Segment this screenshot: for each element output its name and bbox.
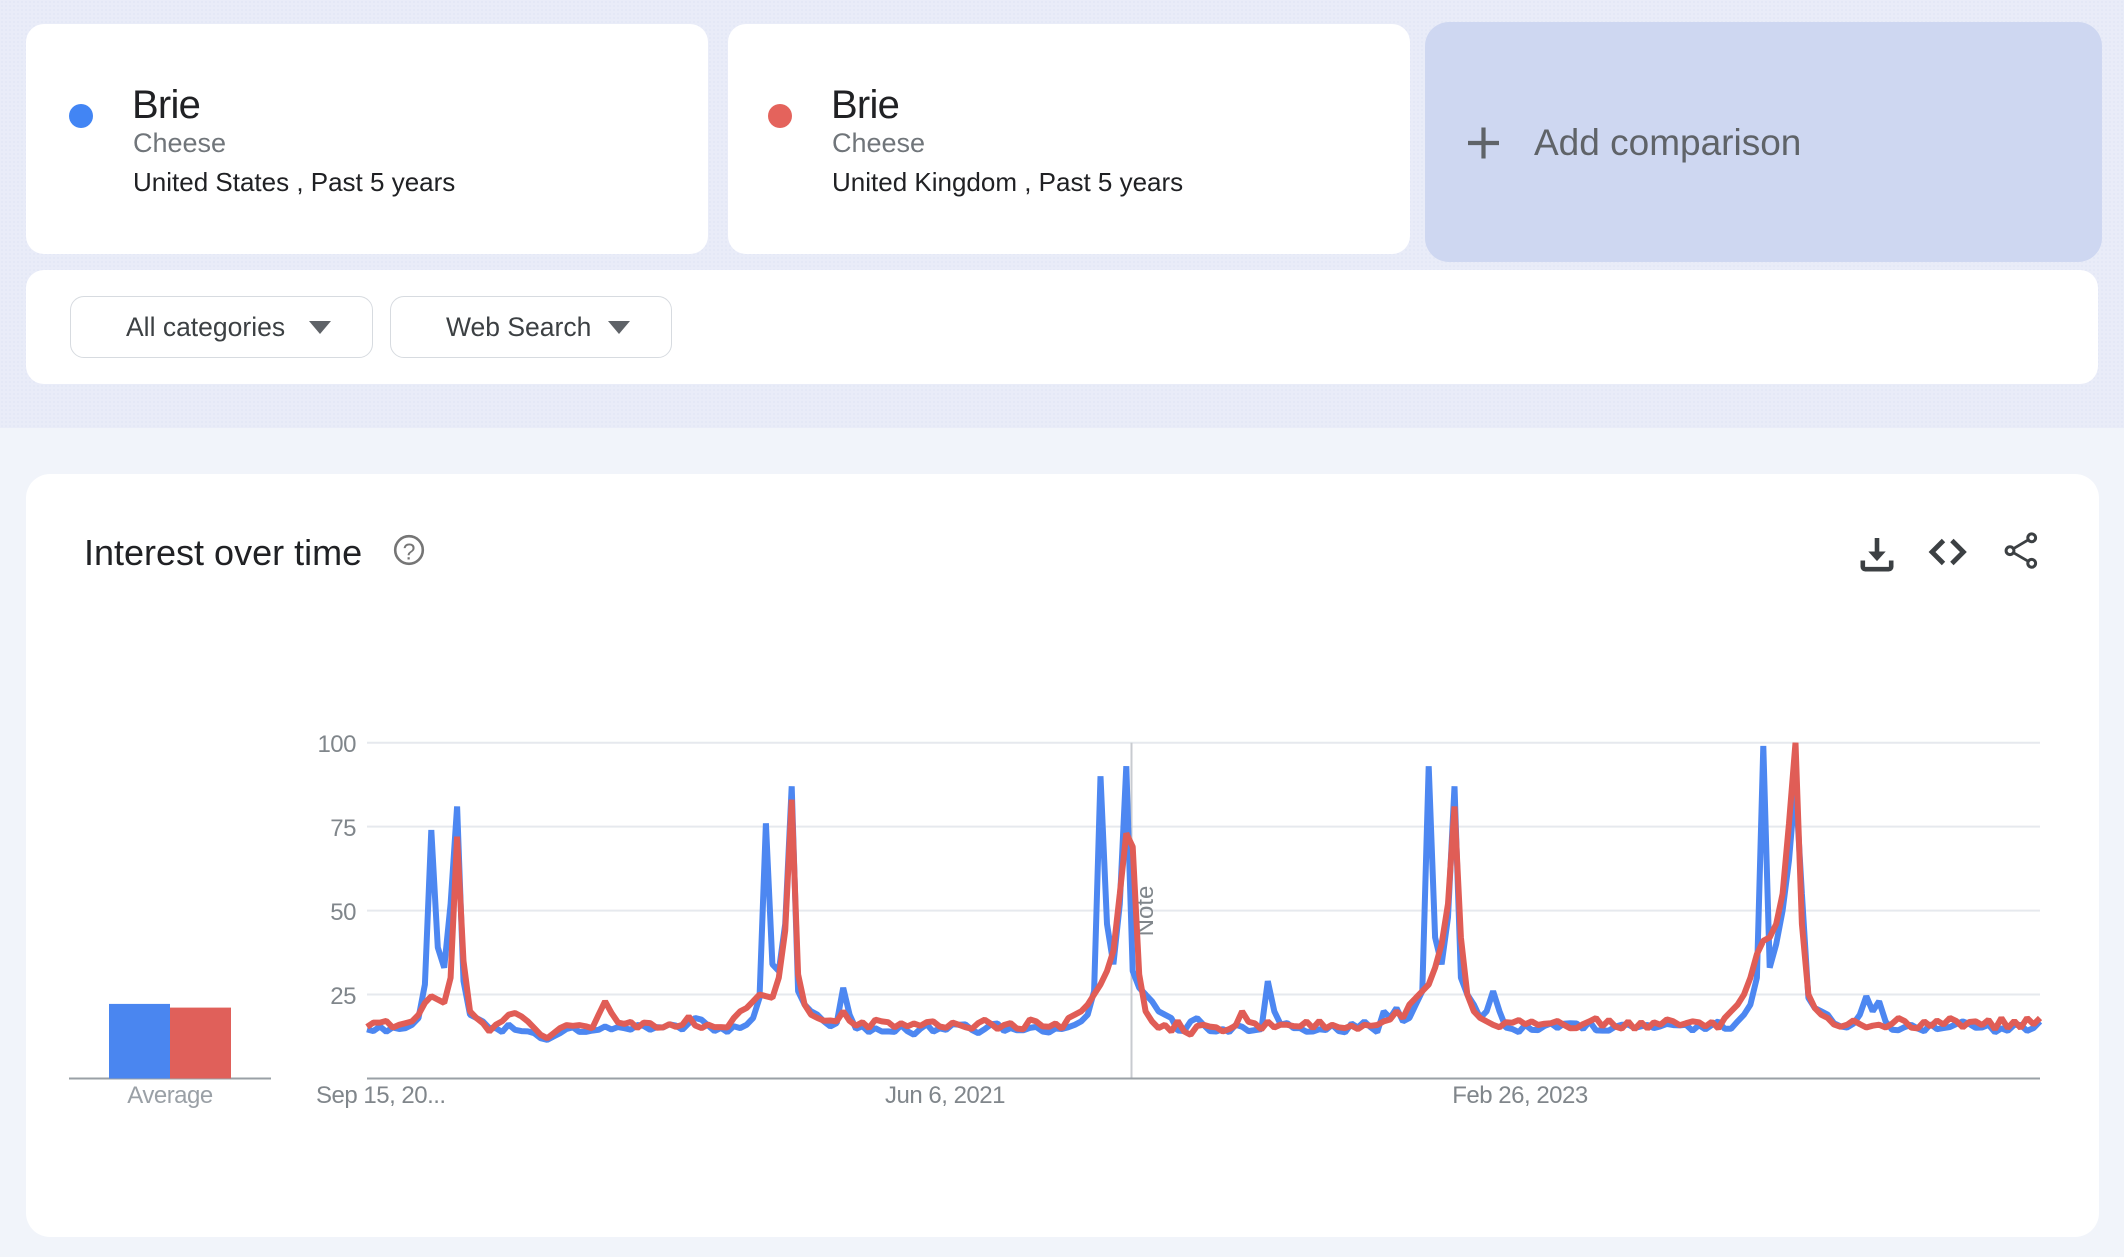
svg-text:Sep 15, 20...: Sep 15, 20... (316, 1082, 446, 1109)
svg-text:?: ? (403, 539, 416, 565)
svg-text:Feb 26, 2023: Feb 26, 2023 (1452, 1082, 1588, 1109)
svg-text:25: 25 (330, 983, 356, 1010)
svg-text:100: 100 (317, 731, 356, 758)
svg-text:50: 50 (330, 899, 356, 926)
svg-text:Jun 6, 2021: Jun 6, 2021 (885, 1082, 1005, 1109)
svg-text:Average: Average (127, 1082, 213, 1109)
svg-text:75: 75 (330, 815, 356, 842)
